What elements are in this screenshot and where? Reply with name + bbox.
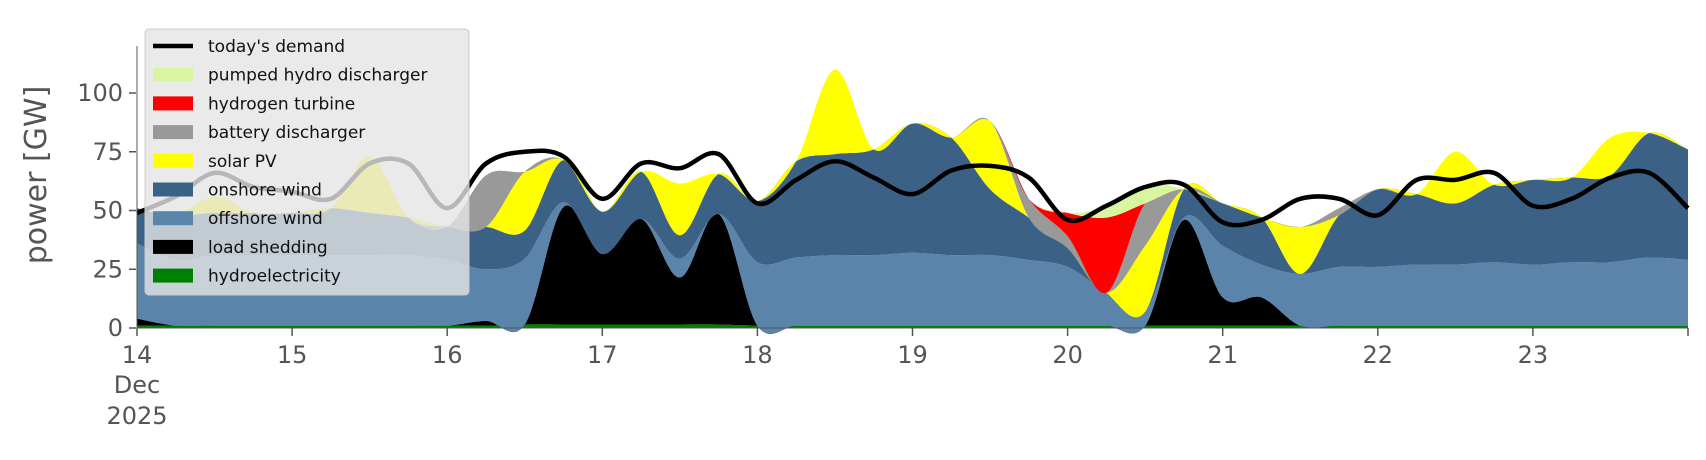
x-tick-label: 20 (1052, 341, 1083, 369)
legend-swatch (153, 153, 193, 168)
legend-label: hydroelectricity (208, 267, 341, 287)
legend-label: offshore wind (208, 209, 323, 229)
legend-label: battery discharger (208, 123, 365, 143)
legend-item-offshore-wind: offshore wind (153, 209, 323, 229)
x-tick-label: 19 (897, 341, 928, 369)
y-tick-label: 25 (92, 255, 123, 283)
legend-items: today's demand pumped hydro discharger hyd… (153, 37, 427, 287)
x-tick-label: 17 (587, 341, 618, 369)
x-tick-label: 23 (1518, 341, 1549, 369)
stacked-areas (137, 69, 1688, 334)
legend-swatch (153, 182, 193, 197)
legend-swatch (153, 96, 193, 111)
legend-item-load-shedding: load shedding (153, 238, 328, 258)
legend-label: pumped hydro discharger (208, 66, 427, 86)
y-ticks: 0 25 50 75 100 (77, 79, 136, 342)
legend-item-hydrogen-turbine: hydrogen turbine (153, 94, 355, 114)
legend-label: onshore wind (208, 181, 322, 201)
legend-item-onshore-wind: onshore wind (153, 181, 322, 201)
y-tick-label: 0 (108, 314, 123, 342)
legend-label: hydrogen turbine (208, 94, 355, 114)
x-tick-label: 14 (122, 341, 153, 369)
legend-item-battery-discharger: battery discharger (153, 123, 365, 143)
area-onshore-wind (137, 123, 1688, 318)
legend-swatch (153, 211, 193, 226)
legend-label: today's demand (208, 37, 345, 57)
x-tick-label: 22 (1363, 341, 1394, 369)
y-axis-label: power [GW] (19, 86, 54, 265)
legend-swatch (153, 125, 193, 140)
y-tick-label: 100 (77, 79, 123, 107)
x-tick-label: 21 (1207, 341, 1238, 369)
x-tick-label: 16 (432, 341, 463, 369)
legend-label: solar PV (208, 152, 277, 172)
legend-swatch (153, 67, 193, 82)
area-hydroelectricity (137, 324, 1688, 328)
x-tick-label: 15 (277, 341, 308, 369)
y-tick-label: 75 (92, 138, 123, 166)
legend-swatch (153, 239, 193, 254)
legend-item-hydroelectricity: hydroelectricity (153, 267, 341, 287)
x-tick-sublabel: Dec (114, 371, 160, 399)
legend-swatch (153, 268, 193, 283)
legend-item-today-s-demand: today's demand (153, 37, 345, 57)
area-offshore-wind (137, 202, 1688, 334)
legend-frame (144, 28, 470, 296)
x-tick-sublabel: 2025 (106, 402, 167, 430)
y-tick-label: 50 (92, 197, 123, 225)
area-solar-pv (137, 69, 1688, 318)
legend-item-solar-pv: solar PV (153, 152, 277, 172)
x-tick-label: 18 (742, 341, 773, 369)
legend: today's demand pumped hydro discharger hyd… (144, 28, 470, 296)
legend-label: load shedding (208, 238, 328, 258)
legend-item-pumped-hydro-discharger: pumped hydro discharger (153, 66, 427, 86)
